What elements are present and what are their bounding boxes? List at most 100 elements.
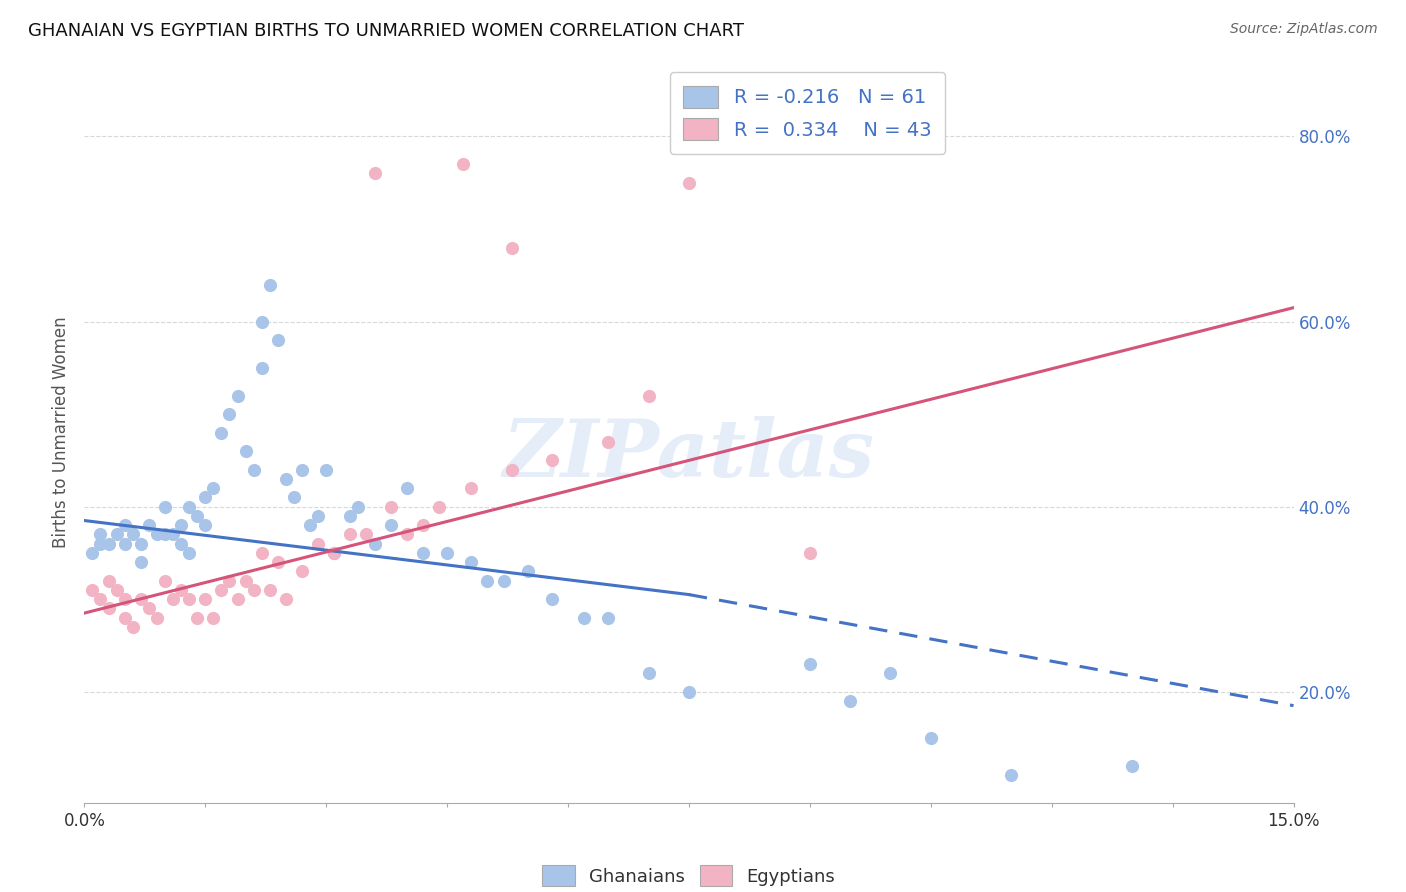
Point [105, 582, 128, 597]
Point [226, 389, 249, 403]
Point [138, 518, 160, 533]
Point [89, 592, 111, 607]
Point [598, 434, 620, 449]
Point [138, 601, 160, 615]
Point [356, 527, 378, 541]
Point [1000, 768, 1022, 782]
Point [121, 620, 143, 634]
Point [541, 592, 564, 607]
Point [363, 166, 385, 180]
Point [460, 555, 482, 569]
Point [291, 462, 314, 476]
Point [153, 527, 176, 541]
Point [678, 176, 700, 190]
Point [179, 546, 201, 560]
Point [242, 462, 264, 476]
Point [541, 453, 564, 467]
Point [242, 582, 264, 597]
Point [129, 536, 152, 550]
Point [97, 574, 120, 588]
Point [323, 546, 346, 560]
Point [307, 508, 329, 523]
Point [194, 592, 217, 607]
Point [153, 574, 176, 588]
Point [395, 481, 418, 495]
Point [186, 508, 208, 523]
Point [267, 555, 290, 569]
Point [82, 546, 104, 560]
Point [412, 518, 434, 533]
Point [315, 462, 337, 476]
Point [1121, 758, 1143, 772]
Point [299, 518, 322, 533]
Point [451, 157, 474, 171]
Point [82, 582, 104, 597]
Point [259, 277, 281, 292]
Point [179, 500, 201, 514]
Point [637, 389, 659, 403]
Point [412, 546, 434, 560]
Point [323, 546, 346, 560]
Legend: Ghanaians, Egyptians: Ghanaians, Egyptians [533, 856, 845, 892]
Point [97, 536, 120, 550]
Point [380, 500, 402, 514]
Point [267, 333, 290, 347]
Point [460, 481, 482, 495]
Point [146, 610, 169, 624]
Text: GHANAIAN VS EGYPTIAN BIRTHS TO UNMARRIED WOMEN CORRELATION CHART: GHANAIAN VS EGYPTIAN BIRTHS TO UNMARRIED… [28, 22, 744, 40]
Point [194, 518, 217, 533]
Point [226, 592, 249, 607]
Point [170, 518, 193, 533]
Point [799, 546, 821, 560]
Point [274, 472, 297, 486]
Point [105, 527, 128, 541]
Point [250, 360, 273, 375]
Point [202, 610, 225, 624]
Point [598, 610, 620, 624]
Point [678, 685, 700, 699]
Point [920, 731, 942, 745]
Point [363, 536, 385, 550]
Point [516, 565, 538, 579]
Point [395, 527, 418, 541]
Point [162, 527, 184, 541]
Point [209, 582, 232, 597]
Text: Source: ZipAtlas.com: Source: ZipAtlas.com [1230, 22, 1378, 37]
Point [492, 574, 515, 588]
Point [879, 666, 901, 681]
Point [291, 565, 314, 579]
Point [179, 592, 201, 607]
Point [114, 592, 136, 607]
Point [477, 574, 499, 588]
Point [501, 462, 523, 476]
Point [259, 582, 281, 597]
Text: ZIPatlas: ZIPatlas [503, 416, 875, 493]
Point [380, 518, 402, 533]
Point [283, 491, 305, 505]
Point [218, 574, 240, 588]
Point [839, 694, 862, 708]
Point [89, 536, 111, 550]
Point [114, 536, 136, 550]
Point [129, 592, 152, 607]
Point [436, 546, 458, 560]
Point [307, 536, 329, 550]
Point [97, 601, 120, 615]
Point [194, 491, 217, 505]
Point [170, 536, 193, 550]
Point [637, 666, 659, 681]
Point [146, 527, 169, 541]
Point [235, 574, 257, 588]
Point [799, 657, 821, 671]
Point [162, 592, 184, 607]
Point [250, 314, 273, 328]
Point [339, 527, 361, 541]
Point [572, 610, 595, 624]
Point [202, 481, 225, 495]
Point [121, 527, 143, 541]
Point [427, 500, 450, 514]
Y-axis label: Births to Unmarried Women: Births to Unmarried Women [52, 317, 70, 549]
Point [114, 518, 136, 533]
Point [209, 425, 232, 440]
Point [274, 592, 297, 607]
